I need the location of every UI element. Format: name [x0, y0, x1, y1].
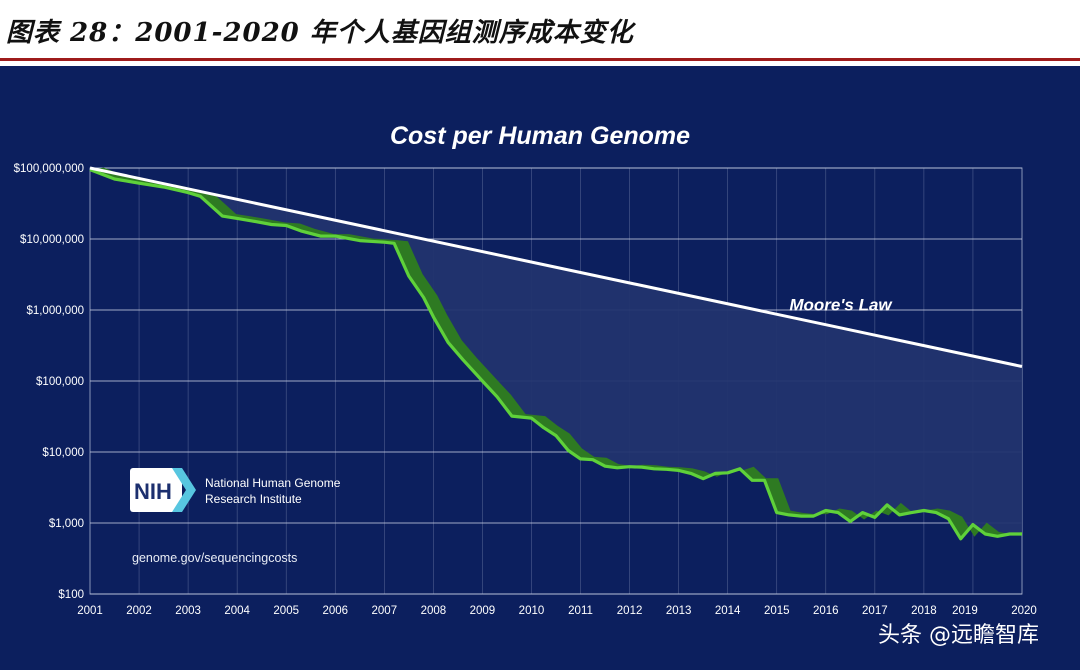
x-tick-label: 2007 — [372, 605, 398, 617]
x-tick-label: 2011 — [568, 605, 593, 617]
cost-series-line — [89, 168, 1022, 541]
y-axis-ticks: $100 $1,000 $10,000 $100,000 $1,000,000 $10,0… — [14, 163, 84, 601]
y-tick-label: $10,000 — [42, 447, 84, 459]
x-tick-label: 2017 — [862, 605, 888, 617]
y-tick-label: $100 — [58, 589, 84, 601]
nih-logo: NIH National Human Genome Research Insti… — [130, 468, 341, 512]
x-tick-label: 2019 — [952, 605, 978, 617]
watermark: 头条 @远瞻智库 — [878, 623, 1039, 648]
chart-title: Cost per Human Genome — [390, 122, 690, 150]
x-tick-label: 2004 — [224, 605, 250, 617]
x-tick-label: 2009 — [470, 605, 496, 617]
x-tick-label: 2002 — [126, 605, 152, 617]
x-tick-label: 2006 — [322, 605, 348, 617]
nih-org-line1: National Human Genome — [205, 476, 341, 490]
y-tick-label: $1,000 — [49, 518, 84, 530]
x-axis-ticks: 2001 2002 2003 2004 2005 2006 2007 2008 2009 2010… — [77, 605, 1037, 617]
x-tick-label: 2020 — [1011, 605, 1037, 617]
nih-org-line2: Research Institute — [205, 492, 302, 506]
moore-gap-area — [90, 168, 1022, 539]
x-tick-label: 2014 — [715, 605, 741, 617]
x-tick-label: 2013 — [666, 605, 692, 617]
x-tick-label: 2003 — [175, 605, 201, 617]
x-tick-label: 2016 — [813, 605, 839, 617]
caption-divider — [0, 58, 1080, 61]
figure-caption: 图表 28：2001-2020 年个人基因组测序成本变化 — [6, 18, 634, 48]
x-tick-label: 2010 — [519, 605, 545, 617]
moores-law-line — [89, 166, 1023, 368]
moores-law-label: Moore's Law — [789, 295, 893, 314]
x-tick-label: 2001 — [77, 605, 103, 617]
figure-caption-bar: 图表 28：2001-2020 年个人基因组测序成本变化 — [0, 0, 1080, 62]
x-tick-label: 2015 — [764, 605, 790, 617]
nih-logo-chevron-icon — [172, 468, 196, 512]
x-tick-label: 2018 — [911, 605, 937, 617]
x-tick-label: 2005 — [273, 605, 299, 617]
y-tick-label: $100,000,000 — [14, 163, 84, 175]
x-tick-label: 2008 — [421, 605, 447, 617]
y-tick-label: $1,000,000 — [26, 305, 84, 317]
nih-logo-text: NIH — [134, 479, 172, 504]
y-tick-label: $10,000,000 — [20, 234, 84, 246]
y-tick-label: $100,000 — [36, 376, 84, 388]
x-tick-label: 2012 — [617, 605, 643, 617]
nih-logo-box — [130, 468, 182, 512]
source-url: genome.gov/sequencingcosts — [132, 551, 297, 565]
